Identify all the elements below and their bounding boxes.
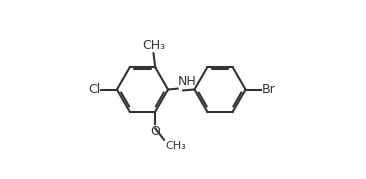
Text: CH₃: CH₃: [166, 141, 187, 151]
Text: Cl: Cl: [88, 83, 100, 96]
Text: NH: NH: [178, 75, 197, 88]
Text: CH₃: CH₃: [142, 38, 165, 52]
Text: Br: Br: [261, 83, 275, 96]
Text: O: O: [150, 125, 160, 138]
